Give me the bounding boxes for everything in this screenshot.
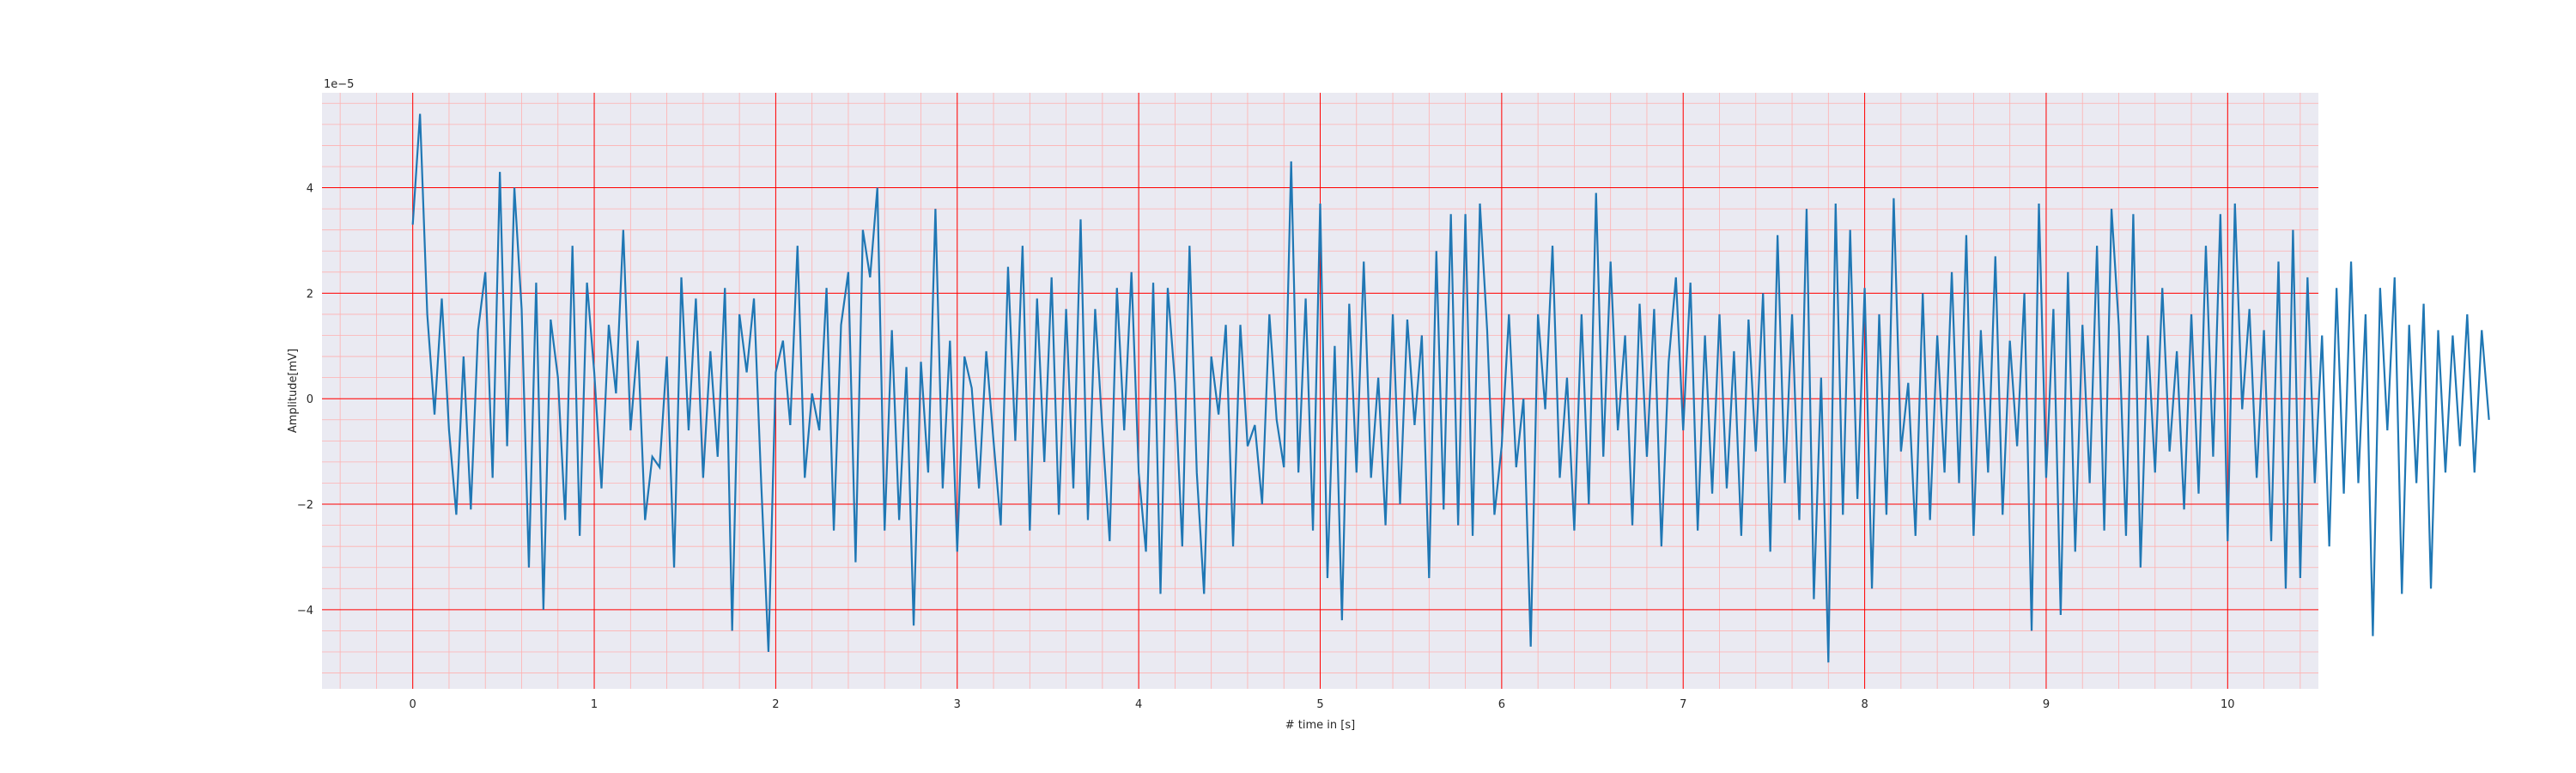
x-tick-label: 4: [1135, 698, 1142, 711]
y-tick-label: −4: [297, 605, 313, 618]
y-tick-label: 4: [307, 183, 313, 196]
x-tick-label: 9: [2043, 698, 2050, 711]
x-tick-label: 1: [591, 698, 598, 711]
x-axis-label: # time in [s]: [1285, 719, 1355, 732]
x-tick-label: 6: [1498, 698, 1505, 711]
x-tick-label: 3: [954, 698, 961, 711]
x-tick-label: 8: [1861, 698, 1868, 711]
x-axis-ticks: 0 1 2 3 4 5 6 7 8 9 10: [410, 698, 2235, 711]
y-tick-label: 0: [307, 393, 313, 406]
y-offset-label: 1e−5: [324, 78, 354, 91]
x-tick-label: 7: [1680, 698, 1686, 711]
x-tick-label: 10: [2221, 698, 2235, 711]
y-tick-label: −2: [297, 499, 313, 512]
x-tick-label: 2: [772, 698, 779, 711]
y-axis-label: Amplitude[mV]: [287, 349, 300, 433]
x-tick-label: 0: [410, 698, 416, 711]
x-tick-label: 5: [1316, 698, 1323, 711]
y-tick-label: 2: [307, 288, 313, 301]
